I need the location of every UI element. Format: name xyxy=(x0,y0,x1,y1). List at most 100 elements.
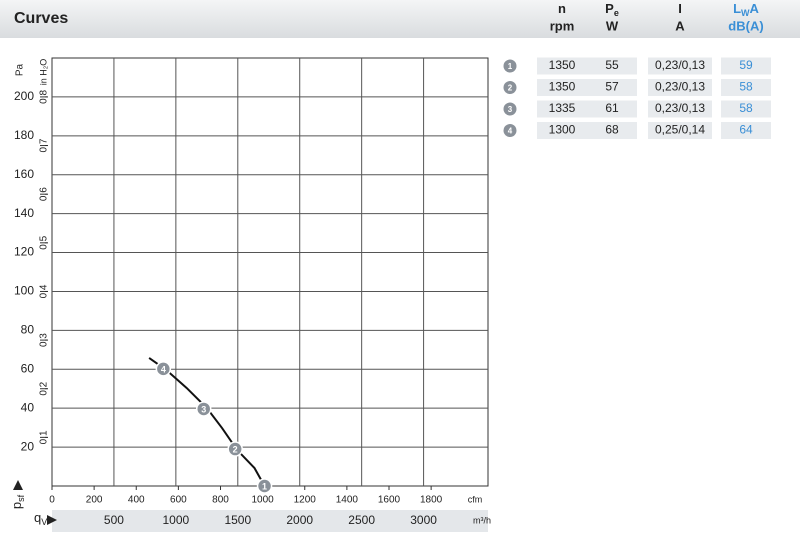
row-marker xyxy=(503,124,517,137)
title: Curves xyxy=(14,10,68,27)
table-value: 61 xyxy=(605,101,619,115)
table-cell xyxy=(648,100,712,118)
table-cell xyxy=(721,79,771,96)
row-marker-label: 3 xyxy=(508,105,513,114)
y2-tick-label: 0,4 xyxy=(39,284,50,298)
y-tick-label: 200 xyxy=(14,89,34,103)
column-unit: rpm xyxy=(550,18,575,33)
x2-tick-label: 1200 xyxy=(294,495,317,506)
table-cell xyxy=(721,57,771,75)
y2-tick-label: 0,7 xyxy=(39,138,50,152)
table-cell xyxy=(537,57,587,75)
y2-tick-label: 0,1 xyxy=(39,430,50,444)
x-symbol-main: q xyxy=(34,510,41,525)
x-symbol-sub: V xyxy=(41,517,47,527)
y-tick-label: 140 xyxy=(14,206,34,220)
x-tick-label: 1500 xyxy=(224,513,251,527)
x-symbol: qV xyxy=(34,510,47,527)
x2-axis-label: cfm xyxy=(468,494,483,504)
x2-tick-label: 600 xyxy=(170,495,187,506)
operating-point-label: 3 xyxy=(201,404,206,414)
y-tick-label: 120 xyxy=(14,245,34,259)
column-unit: W xyxy=(606,18,619,33)
header-symbol: I xyxy=(678,1,682,16)
x2-tick-label: 1000 xyxy=(252,495,275,506)
column-header: LWA xyxy=(733,1,759,18)
table-value: 0,25/0,14 xyxy=(655,123,705,137)
column-unit: A xyxy=(675,18,685,33)
table-cell xyxy=(537,79,587,96)
table-value: 1335 xyxy=(549,101,576,115)
row-marker xyxy=(503,102,517,116)
table-cell xyxy=(721,100,771,118)
table-value: 58 xyxy=(739,80,753,94)
y-tick-label: 40 xyxy=(21,400,35,414)
operating-point-label: 2 xyxy=(233,444,238,454)
row-marker-label: 2 xyxy=(508,84,513,93)
y-tick-label: 60 xyxy=(21,361,35,375)
table-value: 1350 xyxy=(549,80,576,94)
y-axis-label: Pa xyxy=(15,63,26,76)
y2-tick-label: 0,3 xyxy=(39,333,50,347)
header-sub: W xyxy=(741,8,750,18)
table-value: 0,23/0,13 xyxy=(655,101,705,115)
table-cell xyxy=(537,100,587,118)
table-value: 59 xyxy=(739,58,753,72)
table-cell xyxy=(587,57,637,75)
row-marker-label: 1 xyxy=(508,62,513,71)
y2-tick-label: 0,8 xyxy=(39,90,50,104)
y-symbol-arrow xyxy=(13,480,23,490)
table-value: 58 xyxy=(739,101,753,115)
table-cell xyxy=(587,79,637,96)
x-tick-label: 2500 xyxy=(348,513,375,527)
table-value: 0,23/0,13 xyxy=(655,58,705,72)
y-symbol: psf xyxy=(9,494,26,509)
table-value: 55 xyxy=(605,58,619,72)
operating-point xyxy=(256,478,273,494)
table-cell xyxy=(587,100,637,118)
table-cell xyxy=(648,57,712,75)
x-symbol-arrow xyxy=(47,515,57,525)
header-symbol: n xyxy=(558,1,566,16)
y2-tick-label: 0,6 xyxy=(39,187,50,201)
x2-tick-label: 400 xyxy=(128,495,145,506)
y-tick-label: 20 xyxy=(21,439,35,453)
x-tick-label: 500 xyxy=(104,513,124,527)
x-tick-label: 1000 xyxy=(163,513,190,527)
operating-point xyxy=(155,361,172,377)
x2-tick-label: 1400 xyxy=(336,495,359,506)
y-symbol-sub: sf xyxy=(16,494,26,502)
x-axis-band xyxy=(52,510,488,532)
header-symbol: P xyxy=(605,1,614,16)
table-value: 1300 xyxy=(549,123,576,137)
y-symbol-main: p xyxy=(9,502,24,509)
table-value: 64 xyxy=(739,123,753,137)
x-axis-label: m³/h xyxy=(473,515,491,525)
y-tick-label: 100 xyxy=(14,284,34,298)
column-header: n xyxy=(558,1,566,16)
operating-point-label: 1 xyxy=(262,481,267,491)
operating-point xyxy=(227,441,243,457)
y-tick-label: 160 xyxy=(14,167,34,181)
x2-tick-label: 200 xyxy=(86,495,103,506)
x2-tick-label: 800 xyxy=(212,495,229,506)
column-header: Pe xyxy=(605,1,619,18)
header-sub: e xyxy=(614,8,619,18)
table-cell xyxy=(648,122,712,139)
row-marker xyxy=(503,81,517,94)
row-marker-label: 4 xyxy=(508,127,513,136)
x2-tick-label: 1600 xyxy=(378,495,401,506)
header-symbol: L xyxy=(733,1,741,16)
y2-tick-label: 0,5 xyxy=(39,235,50,249)
x-tick-label: 2000 xyxy=(286,513,313,527)
x2-tick-label: 0 xyxy=(49,495,55,506)
operating-point xyxy=(195,401,212,417)
x2-tick-label: 1800 xyxy=(420,495,443,506)
table-cell xyxy=(721,122,771,139)
table-value: 57 xyxy=(605,80,619,94)
operating-point-label: 4 xyxy=(161,364,166,374)
y-tick-label: 180 xyxy=(14,128,34,142)
table-cell xyxy=(648,79,712,96)
y2-tick-label: 0,2 xyxy=(39,381,50,395)
curve xyxy=(148,357,266,487)
